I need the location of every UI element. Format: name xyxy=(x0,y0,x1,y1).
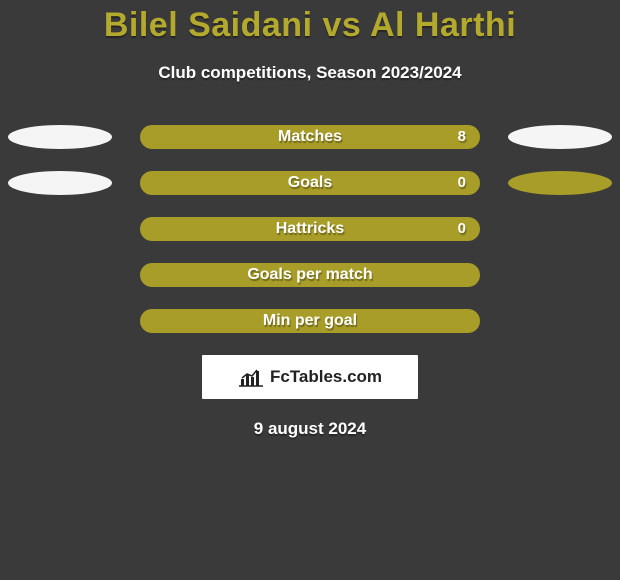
stat-label: Goals xyxy=(288,174,332,192)
bar-chart-icon xyxy=(238,367,264,387)
stat-label: Goals per match xyxy=(247,266,372,284)
right-ellipse xyxy=(508,125,612,149)
stat-label: Min per goal xyxy=(263,312,357,330)
stat-label: Hattricks xyxy=(276,220,344,238)
brand-box: FcTables.com xyxy=(202,355,418,399)
right-ellipse xyxy=(508,171,612,195)
page-title: Bilel Saidani vs Al Harthi xyxy=(0,0,620,45)
stat-row-hattricks: Hattricks 0 xyxy=(0,217,620,241)
stat-row-goals: Goals 0 xyxy=(0,171,620,195)
stat-bar: Goals 0 xyxy=(140,171,480,195)
stat-value: 0 xyxy=(458,171,466,195)
stat-value: 0 xyxy=(458,217,466,241)
stat-value: 8 xyxy=(458,125,466,149)
stats-section: Matches 8 Goals 0 Hattricks 0 Goals per … xyxy=(0,125,620,333)
stat-row-goals-per-match: Goals per match xyxy=(0,263,620,287)
stat-bar: Min per goal xyxy=(140,309,480,333)
comparison-card: Bilel Saidani vs Al Harthi Club competit… xyxy=(0,0,620,580)
stat-bar: Hattricks 0 xyxy=(140,217,480,241)
brand-text: FcTables.com xyxy=(270,367,382,387)
stat-bar: Goals per match xyxy=(140,263,480,287)
stat-bar: Matches 8 xyxy=(140,125,480,149)
date-label: 9 august 2024 xyxy=(0,419,620,439)
page-subtitle: Club competitions, Season 2023/2024 xyxy=(0,63,620,83)
left-ellipse xyxy=(8,171,112,195)
stat-label: Matches xyxy=(278,128,342,146)
stat-row-min-per-goal: Min per goal xyxy=(0,309,620,333)
left-ellipse xyxy=(8,125,112,149)
stat-row-matches: Matches 8 xyxy=(0,125,620,149)
